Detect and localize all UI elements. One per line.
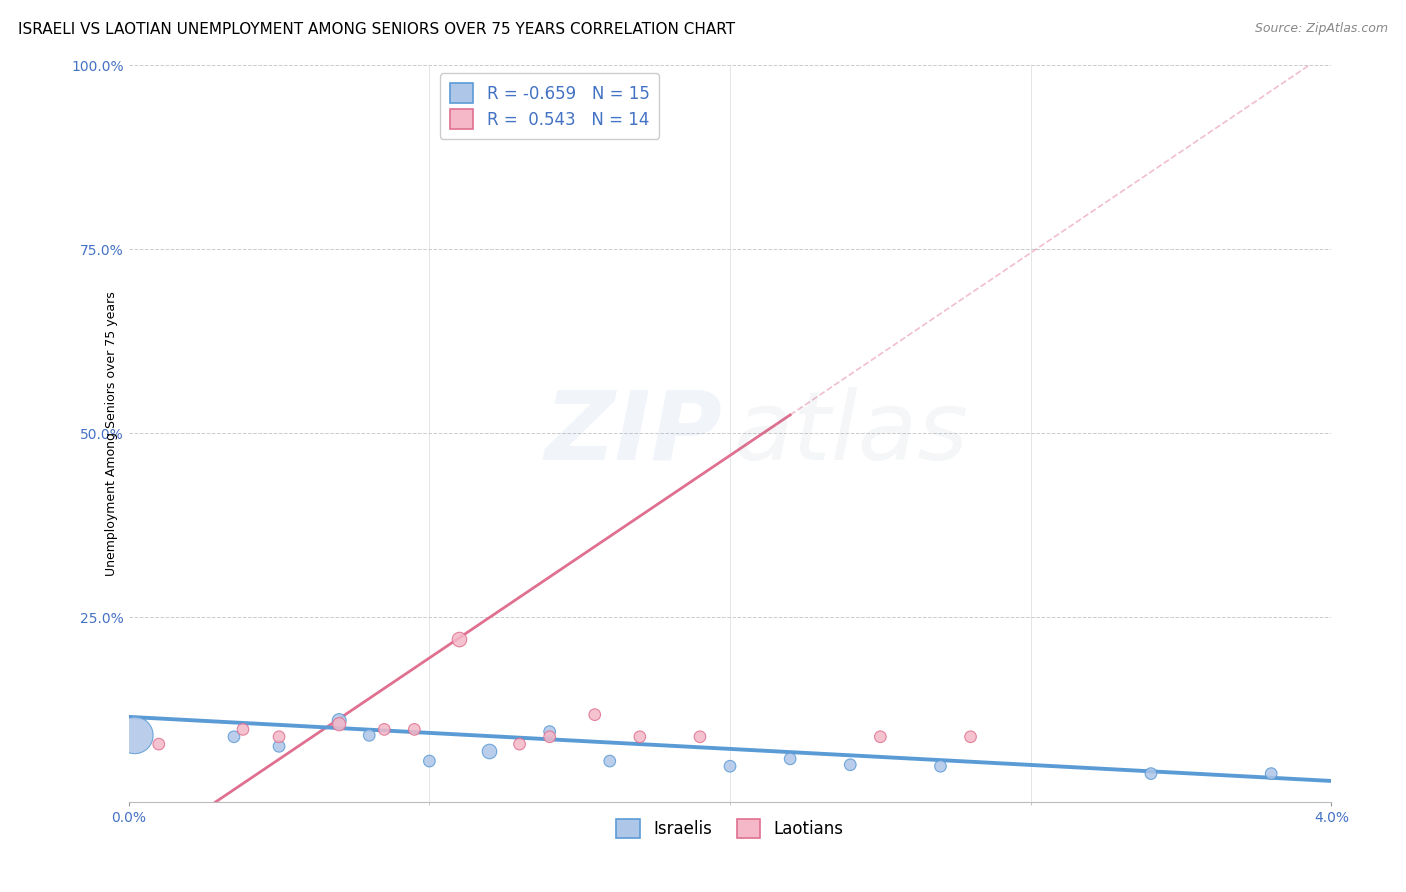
Point [583,707,606,722]
Y-axis label: Unemployment Among Seniors over 75 years: Unemployment Among Seniors over 75 years [104,291,118,575]
Point [449,632,471,647]
Point [124,728,146,742]
Point [148,737,170,751]
Point [232,723,254,737]
Point [509,737,531,751]
Text: atlas: atlas [733,387,967,480]
Point [222,730,245,744]
Point [373,723,395,737]
Point [929,759,952,773]
Text: ISRAELI VS LAOTIAN UNEMPLOYMENT AMONG SENIORS OVER 75 YEARS CORRELATION CHART: ISRAELI VS LAOTIAN UNEMPLOYMENT AMONG SE… [18,22,735,37]
Point [1260,766,1282,780]
Point [404,723,426,737]
Point [478,744,501,758]
Text: Source: ZipAtlas.com: Source: ZipAtlas.com [1254,22,1388,36]
Point [689,730,711,744]
Point [959,730,981,744]
Point [538,730,561,744]
Point [779,752,801,766]
Point [628,730,651,744]
Point [599,754,621,768]
Point [267,730,290,744]
Point [869,730,891,744]
Point [1140,766,1163,780]
Point [839,757,862,772]
Point [718,759,741,773]
Legend: Israelis, Laotians: Israelis, Laotians [610,813,851,845]
Text: ZIP: ZIP [546,387,723,480]
Point [328,717,350,731]
Point [418,754,440,768]
Point [328,714,350,728]
Point [359,728,381,742]
Point [267,739,290,754]
Point [538,724,561,739]
